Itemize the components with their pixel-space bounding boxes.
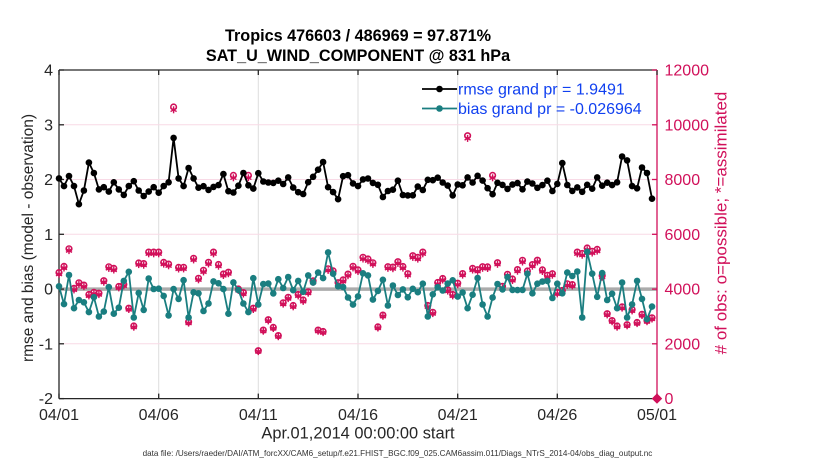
svg-text:10000: 10000 — [665, 117, 710, 134]
svg-text:rmse grand pr = 1.9491: rmse grand pr = 1.9491 — [458, 82, 625, 99]
svg-text:6000: 6000 — [665, 227, 701, 244]
svg-text:04/06: 04/06 — [139, 407, 179, 424]
svg-text:-1: -1 — [39, 336, 53, 353]
svg-text:bias grand pr = -0.026964: bias grand pr = -0.026964 — [458, 101, 642, 118]
svg-text:04/26: 04/26 — [537, 407, 577, 424]
svg-text:Tropics 476603 / 486969 = 97.8: Tropics 476603 / 486969 = 97.871% — [225, 27, 491, 45]
svg-text:data file: /Users/raeder/DAI/A: data file: /Users/raeder/DAI/ATM_forcXX/… — [143, 449, 653, 458]
svg-text:05/01: 05/01 — [637, 407, 677, 424]
svg-text:rmse and bias (model - observa: rmse and bias (model - observation) — [20, 114, 37, 362]
svg-text:1: 1 — [44, 227, 53, 244]
svg-text:04/21: 04/21 — [438, 407, 478, 424]
svg-text:04/11: 04/11 — [239, 407, 278, 424]
svg-text:2: 2 — [44, 172, 53, 189]
svg-text:-2: -2 — [39, 391, 53, 408]
svg-text:SAT_U_WIND_COMPONENT @ 831 hPa: SAT_U_WIND_COMPONENT @ 831 hPa — [206, 47, 511, 65]
svg-text:# of obs: o=possible; *=assimi: # of obs: o=possible; *=assimilated — [712, 92, 731, 355]
svg-text:2000: 2000 — [665, 336, 701, 353]
svg-text:04/01: 04/01 — [39, 407, 79, 424]
svg-text:4: 4 — [44, 63, 53, 80]
svg-text:0: 0 — [44, 282, 53, 299]
svg-text:0: 0 — [665, 391, 674, 408]
svg-text:04/16: 04/16 — [338, 407, 378, 424]
svg-text:8000: 8000 — [665, 172, 701, 189]
svg-text:Apr.01,2014 00:00:00 start: Apr.01,2014 00:00:00 start — [261, 425, 455, 443]
svg-text:4000: 4000 — [665, 282, 701, 299]
svg-text:12000: 12000 — [665, 63, 710, 80]
svg-text:3: 3 — [44, 117, 53, 134]
